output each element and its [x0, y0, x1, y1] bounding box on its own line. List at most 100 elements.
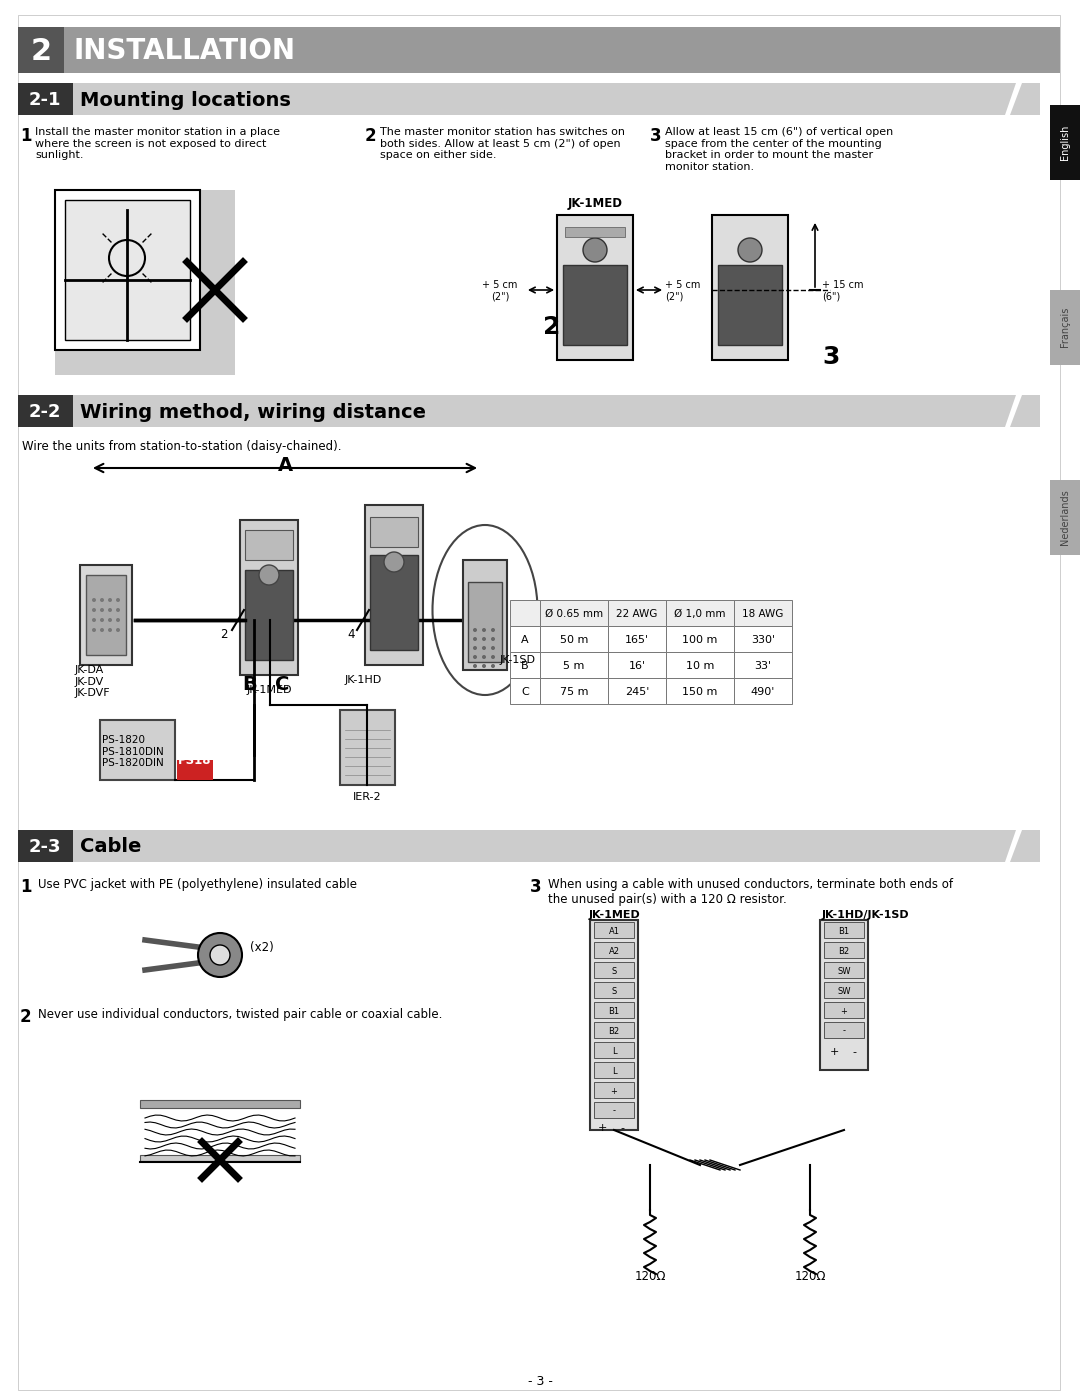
Circle shape	[92, 608, 96, 612]
Text: JK-1MED: JK-1MED	[589, 909, 639, 921]
Bar	[557, 215, 633, 360]
Text: 330': 330'	[751, 636, 775, 645]
Text: +: +	[829, 1046, 839, 1058]
Text: + 5 cm
(2"): + 5 cm (2")	[665, 279, 700, 302]
Bar	[608, 652, 666, 678]
Bar	[18, 82, 1040, 115]
Circle shape	[108, 598, 112, 602]
Circle shape	[491, 637, 495, 641]
Bar	[86, 576, 126, 655]
Circle shape	[491, 655, 495, 659]
Bar	[510, 626, 540, 652]
Bar	[594, 1042, 634, 1058]
Text: When using a cable with unused conductors, terminate both ends of
the unused pai: When using a cable with unused conductor…	[548, 877, 953, 907]
Text: JK-1SD: JK-1SD	[500, 655, 536, 665]
Bar	[510, 652, 540, 678]
Bar	[468, 583, 502, 662]
Text: Nederlands: Nederlands	[1059, 489, 1070, 545]
Circle shape	[473, 645, 477, 650]
Text: Ø 0.65 mm: Ø 0.65 mm	[545, 609, 603, 619]
Text: B2: B2	[608, 1027, 620, 1035]
Bar	[65, 200, 190, 339]
Text: PS18: PS18	[178, 753, 212, 767]
Text: JK-DA
JK-DV
JK-DVF: JK-DA JK-DV JK-DVF	[75, 665, 110, 698]
Circle shape	[108, 629, 112, 631]
Text: 2: 2	[365, 127, 377, 145]
Text: -: -	[842, 1027, 846, 1035]
Text: 3: 3	[530, 877, 542, 895]
Text: Use PVC jacket with PE (polyethylene) insulated cable: Use PVC jacket with PE (polyethylene) in…	[38, 877, 357, 891]
Text: Wiring method, wiring distance: Wiring method, wiring distance	[80, 402, 426, 422]
Text: + 5 cm
(2"): + 5 cm (2")	[483, 279, 517, 302]
Bar	[734, 626, 792, 652]
Circle shape	[583, 237, 607, 263]
Text: A: A	[278, 455, 293, 475]
Circle shape	[482, 645, 486, 650]
Text: 165': 165'	[625, 636, 649, 645]
Circle shape	[116, 629, 120, 631]
Text: B2: B2	[838, 947, 850, 956]
Bar	[718, 265, 782, 345]
Bar	[540, 599, 608, 626]
Circle shape	[491, 629, 495, 631]
Text: +: +	[840, 1006, 848, 1016]
Text: Wire the units from station-to-station (daisy-chained).: Wire the units from station-to-station (…	[22, 440, 341, 453]
Text: +: +	[597, 1123, 607, 1133]
Bar	[666, 599, 734, 626]
Text: (x2): (x2)	[249, 940, 273, 954]
Circle shape	[108, 617, 112, 622]
Text: 2: 2	[21, 1009, 31, 1025]
Bar	[18, 830, 73, 862]
Text: - 3 -: - 3 -	[527, 1375, 553, 1389]
Text: A2: A2	[608, 947, 620, 956]
Text: B: B	[522, 661, 529, 671]
Bar	[18, 395, 1040, 427]
Bar	[608, 678, 666, 704]
Text: 2-3: 2-3	[29, 838, 62, 856]
Bar	[594, 963, 634, 978]
Bar	[666, 678, 734, 704]
Bar	[608, 599, 666, 626]
Circle shape	[116, 598, 120, 602]
Text: A1: A1	[608, 926, 620, 936]
Bar	[824, 942, 864, 958]
Bar	[594, 1023, 634, 1038]
Circle shape	[738, 237, 762, 263]
Text: 5 m: 5 m	[564, 661, 584, 671]
Ellipse shape	[432, 525, 538, 694]
Bar	[563, 265, 627, 345]
Circle shape	[482, 655, 486, 659]
Bar	[734, 678, 792, 704]
Text: IER-2: IER-2	[353, 792, 381, 802]
Bar	[824, 1023, 864, 1038]
Circle shape	[116, 617, 120, 622]
Circle shape	[92, 629, 96, 631]
Circle shape	[108, 608, 112, 612]
Text: 16': 16'	[629, 661, 646, 671]
Bar	[140, 1155, 300, 1161]
Text: + 15 cm
(6"): + 15 cm (6")	[822, 279, 864, 302]
Bar	[565, 226, 625, 237]
Circle shape	[210, 944, 230, 965]
Text: 4: 4	[347, 629, 354, 641]
Text: 120Ω: 120Ω	[794, 1270, 826, 1282]
Text: JK-1MED: JK-1MED	[567, 197, 622, 210]
Text: 33': 33'	[755, 661, 771, 671]
Text: JK-1MED: JK-1MED	[246, 685, 292, 694]
Bar	[540, 626, 608, 652]
Text: -: -	[852, 1046, 856, 1058]
Text: JK-1HD/JK-1SD: JK-1HD/JK-1SD	[821, 909, 908, 921]
Text: 1: 1	[21, 877, 31, 895]
Bar	[594, 1002, 634, 1018]
Bar	[55, 190, 235, 374]
Circle shape	[198, 933, 242, 977]
Bar	[365, 504, 423, 665]
Bar	[824, 982, 864, 997]
Text: 490': 490'	[751, 687, 775, 697]
Bar	[370, 555, 418, 650]
Bar	[18, 395, 73, 427]
Text: 3: 3	[650, 127, 662, 145]
Text: C: C	[522, 687, 529, 697]
Bar	[245, 529, 293, 560]
Circle shape	[473, 637, 477, 641]
